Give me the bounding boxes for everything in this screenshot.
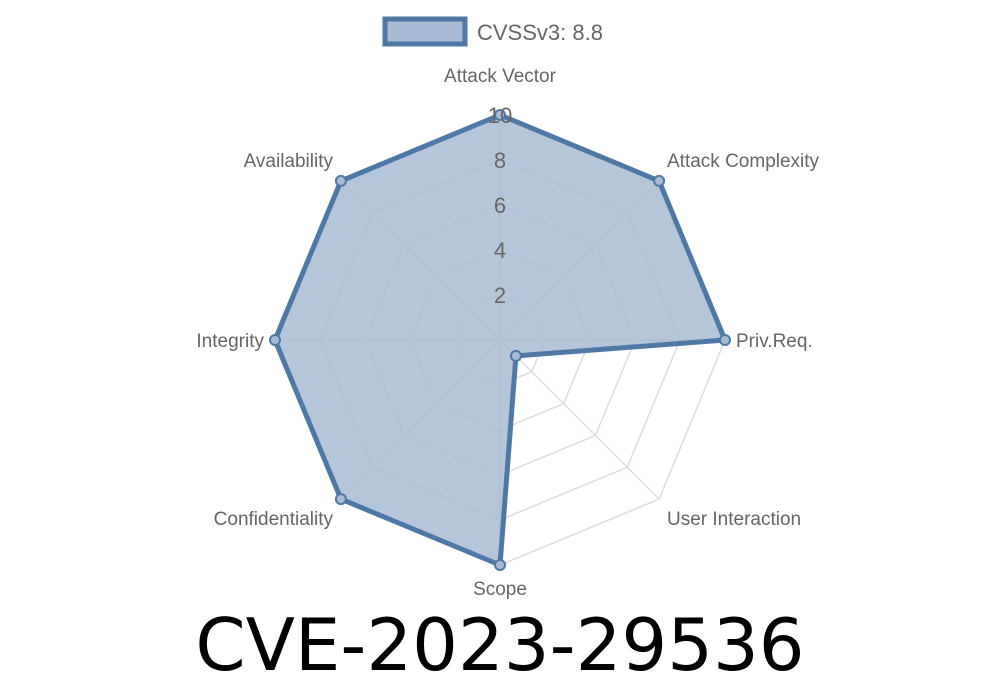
tick-label: 2 [494, 283, 506, 308]
data-point [334, 174, 347, 187]
data-point [719, 334, 731, 346]
tick-label: 6 [494, 193, 506, 218]
tick-label: 10 [488, 103, 512, 128]
data-point [334, 493, 347, 506]
grid-spoke [499, 339, 660, 500]
axis-label: Priv.Req. [736, 331, 813, 352]
legend-label: CVSSv3: 8.8 [477, 20, 603, 45]
axis-label: Scope [473, 579, 527, 600]
axis-label: User Interaction [667, 509, 801, 530]
axis-label: Attack Vector [444, 66, 557, 87]
data-point [494, 559, 506, 571]
cve-title: CVE-2023-29536 [195, 603, 805, 687]
axis-label: Availability [244, 151, 334, 172]
axis-label: Confidentiality [214, 509, 334, 530]
data-point [653, 174, 666, 187]
axis-label: Attack Complexity [667, 151, 820, 172]
data-point [269, 334, 281, 346]
legend-swatch [382, 16, 468, 47]
legend: CVSSv3: 8.8 [382, 16, 603, 47]
tick-label: 8 [494, 148, 506, 173]
data-point [494, 109, 506, 121]
data-point [509, 349, 522, 362]
tick-label: 4 [494, 238, 506, 263]
axis-label: Integrity [196, 331, 264, 352]
